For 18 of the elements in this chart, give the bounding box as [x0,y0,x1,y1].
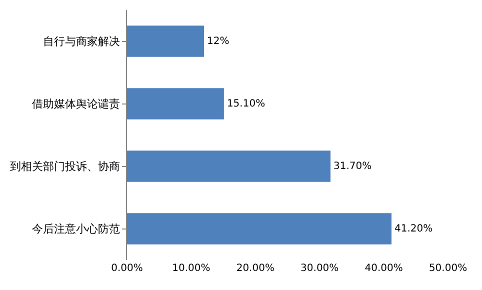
data-label: 31.70% [334,160,372,172]
data-label: 12% [207,36,230,47]
bar [127,26,204,57]
y-tick-label: 自行与商家解决 [42,35,120,48]
x-tick-label: 0.00% [111,263,143,274]
x-tick-label: 10.00% [172,263,210,274]
x-tick-label: 50.00% [428,263,468,274]
data-label: 41.20% [394,223,433,234]
bar [127,213,392,244]
x-tick-label: 30.00% [300,263,339,274]
x-tick-label: 20.00% [236,263,274,274]
data-label: 15.10% [226,98,266,110]
x-tick-label: 40.00% [364,263,403,274]
bar [127,150,331,182]
y-tick-label: 今后注意小心防范 [32,222,120,236]
bar [127,88,224,120]
y-tick-label: 到相关部门投诉、协商 [10,160,120,174]
y-tick-label: 借助媒体舆论谴责 [32,98,120,111]
